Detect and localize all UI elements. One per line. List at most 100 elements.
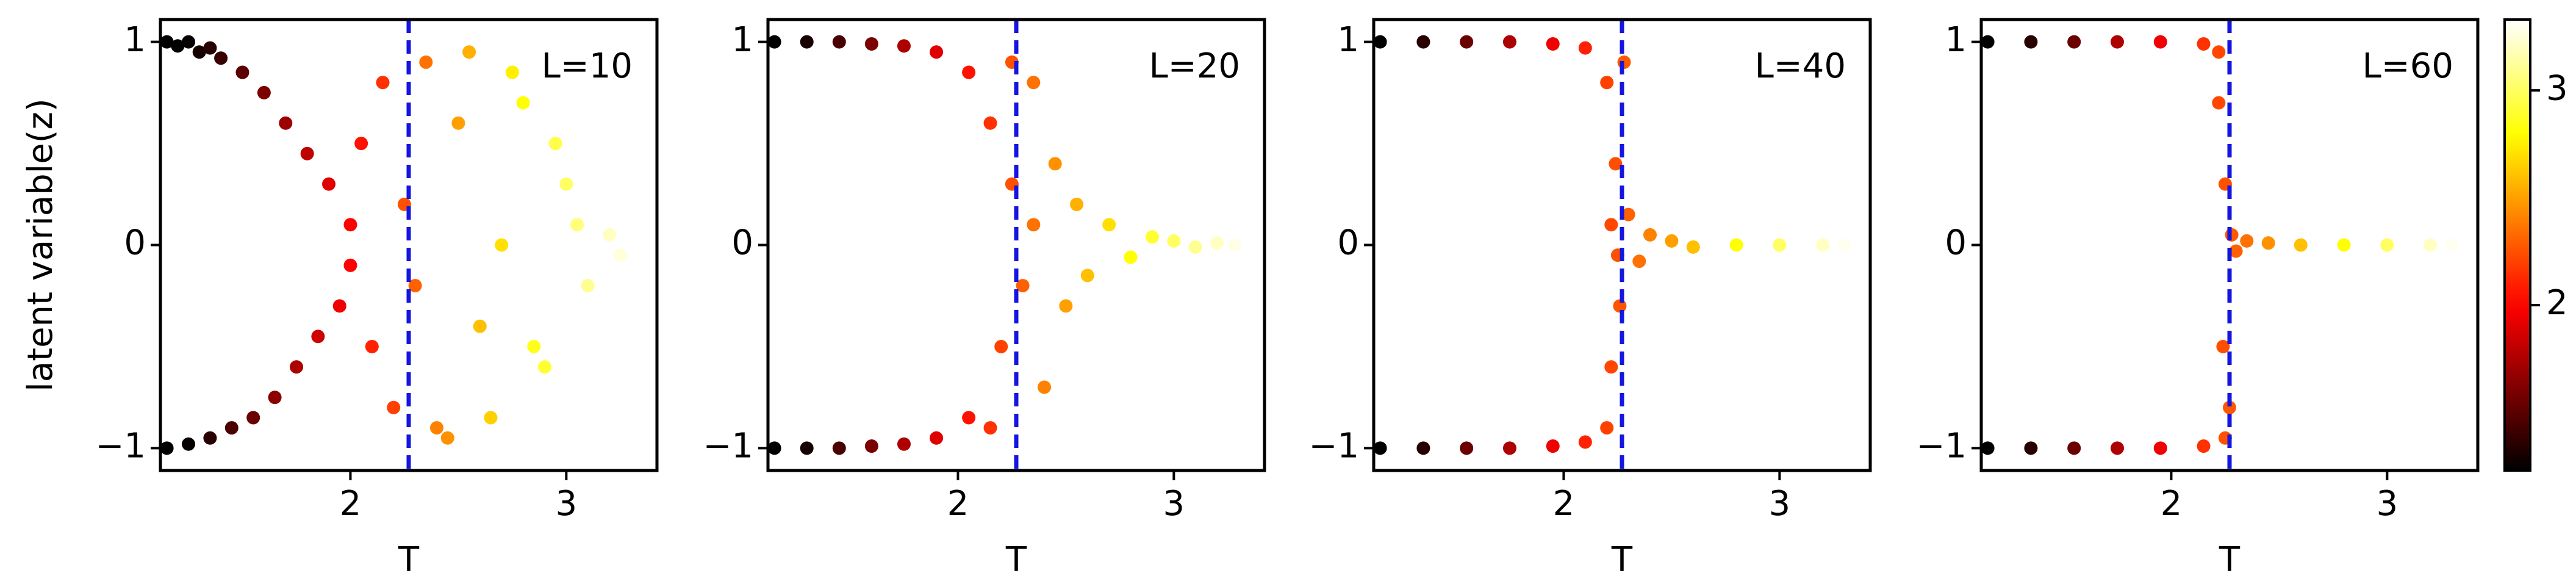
colorbar-tick-label: 2 [2546,283,2568,323]
point [2294,238,2308,252]
point [548,137,562,151]
point [2153,441,2167,455]
annotation: L=60 [2363,46,2453,86]
y-axis-label: latent variable(z) [21,98,60,392]
point [376,76,390,90]
point [1027,76,1041,90]
point [2216,339,2230,353]
point [1502,441,1516,455]
point [2261,236,2275,250]
point [767,441,781,455]
point [257,85,271,99]
x-axis-label: T [1611,540,1633,580]
point [2153,35,2167,49]
point [1167,234,1181,248]
annotation: L=20 [1149,46,1240,86]
point [1546,37,1560,51]
point [246,411,260,425]
x-tick-label: 3 [556,484,578,524]
point [1773,238,1787,252]
point [203,41,217,55]
x-tick-label: 2 [1553,484,1575,524]
point [171,39,185,53]
panel: 2 3 −1 0 1 L=40 T [1308,18,1872,580]
point [1981,441,1995,455]
point [268,391,282,405]
point [473,319,487,333]
x-axis-label: T [1005,540,1027,580]
point [1080,269,1094,283]
point [1609,157,1623,171]
point [537,360,551,374]
point [440,431,454,445]
point [800,441,814,455]
point [1460,441,1474,455]
point [430,421,444,435]
point [1373,441,1387,455]
point [2223,400,2236,414]
point [182,35,196,49]
point [332,299,346,313]
point [322,177,336,191]
point [1070,197,1084,211]
point [1102,218,1116,232]
point [311,330,325,344]
point [1145,230,1159,244]
point [1502,35,1516,49]
y-tick-label: 1 [1337,20,1359,60]
point [1027,218,1041,232]
panel: 2 3 −1 0 1 L=60 T [1916,18,2480,580]
point [603,228,617,242]
point [224,421,239,435]
point [235,65,249,79]
point [864,439,878,453]
y-tick-label: 0 [1945,223,1967,263]
point [516,96,530,110]
x-tick-label: 2 [340,484,362,524]
point [2240,234,2254,248]
point [451,116,465,130]
point [1981,35,1995,49]
point [289,360,303,374]
point [160,441,174,455]
point [2197,37,2211,51]
point [1613,299,1627,313]
y-tick-label: 1 [124,20,146,60]
point [1686,240,1700,254]
y-tick-label: −1 [1916,427,1967,466]
point [962,65,976,79]
point [2225,228,2239,242]
y-tick-label: 1 [731,20,753,60]
point [462,45,476,59]
colorbar-tick-label: 3 [2546,68,2568,108]
y-tick-label: −1 [703,427,753,466]
point [559,177,573,191]
point [983,116,997,130]
y-tick-label: 0 [124,223,146,263]
point [962,411,976,425]
point [1048,157,1062,171]
point [1227,238,1241,252]
point [767,35,781,49]
point [1038,380,1052,394]
annotation: L=10 [542,46,633,86]
point [343,258,357,272]
point [484,411,498,425]
point [1124,250,1138,264]
colorbar: 23 [2503,18,2568,472]
point [2197,439,2211,453]
point [1546,439,1560,453]
point [930,45,944,59]
point [2110,441,2124,455]
point [800,35,814,49]
point [387,400,401,414]
point [832,441,846,455]
point [2212,96,2226,110]
x-axis-label: T [398,540,420,580]
point [1816,238,1830,252]
point [1643,228,1657,242]
annotation: L=40 [1755,46,1846,86]
colorbar-gradient [2503,18,2531,472]
x-tick-label: 3 [1163,484,1185,524]
panel: 2 3 −1 0 1 L=20 T [703,18,1266,580]
